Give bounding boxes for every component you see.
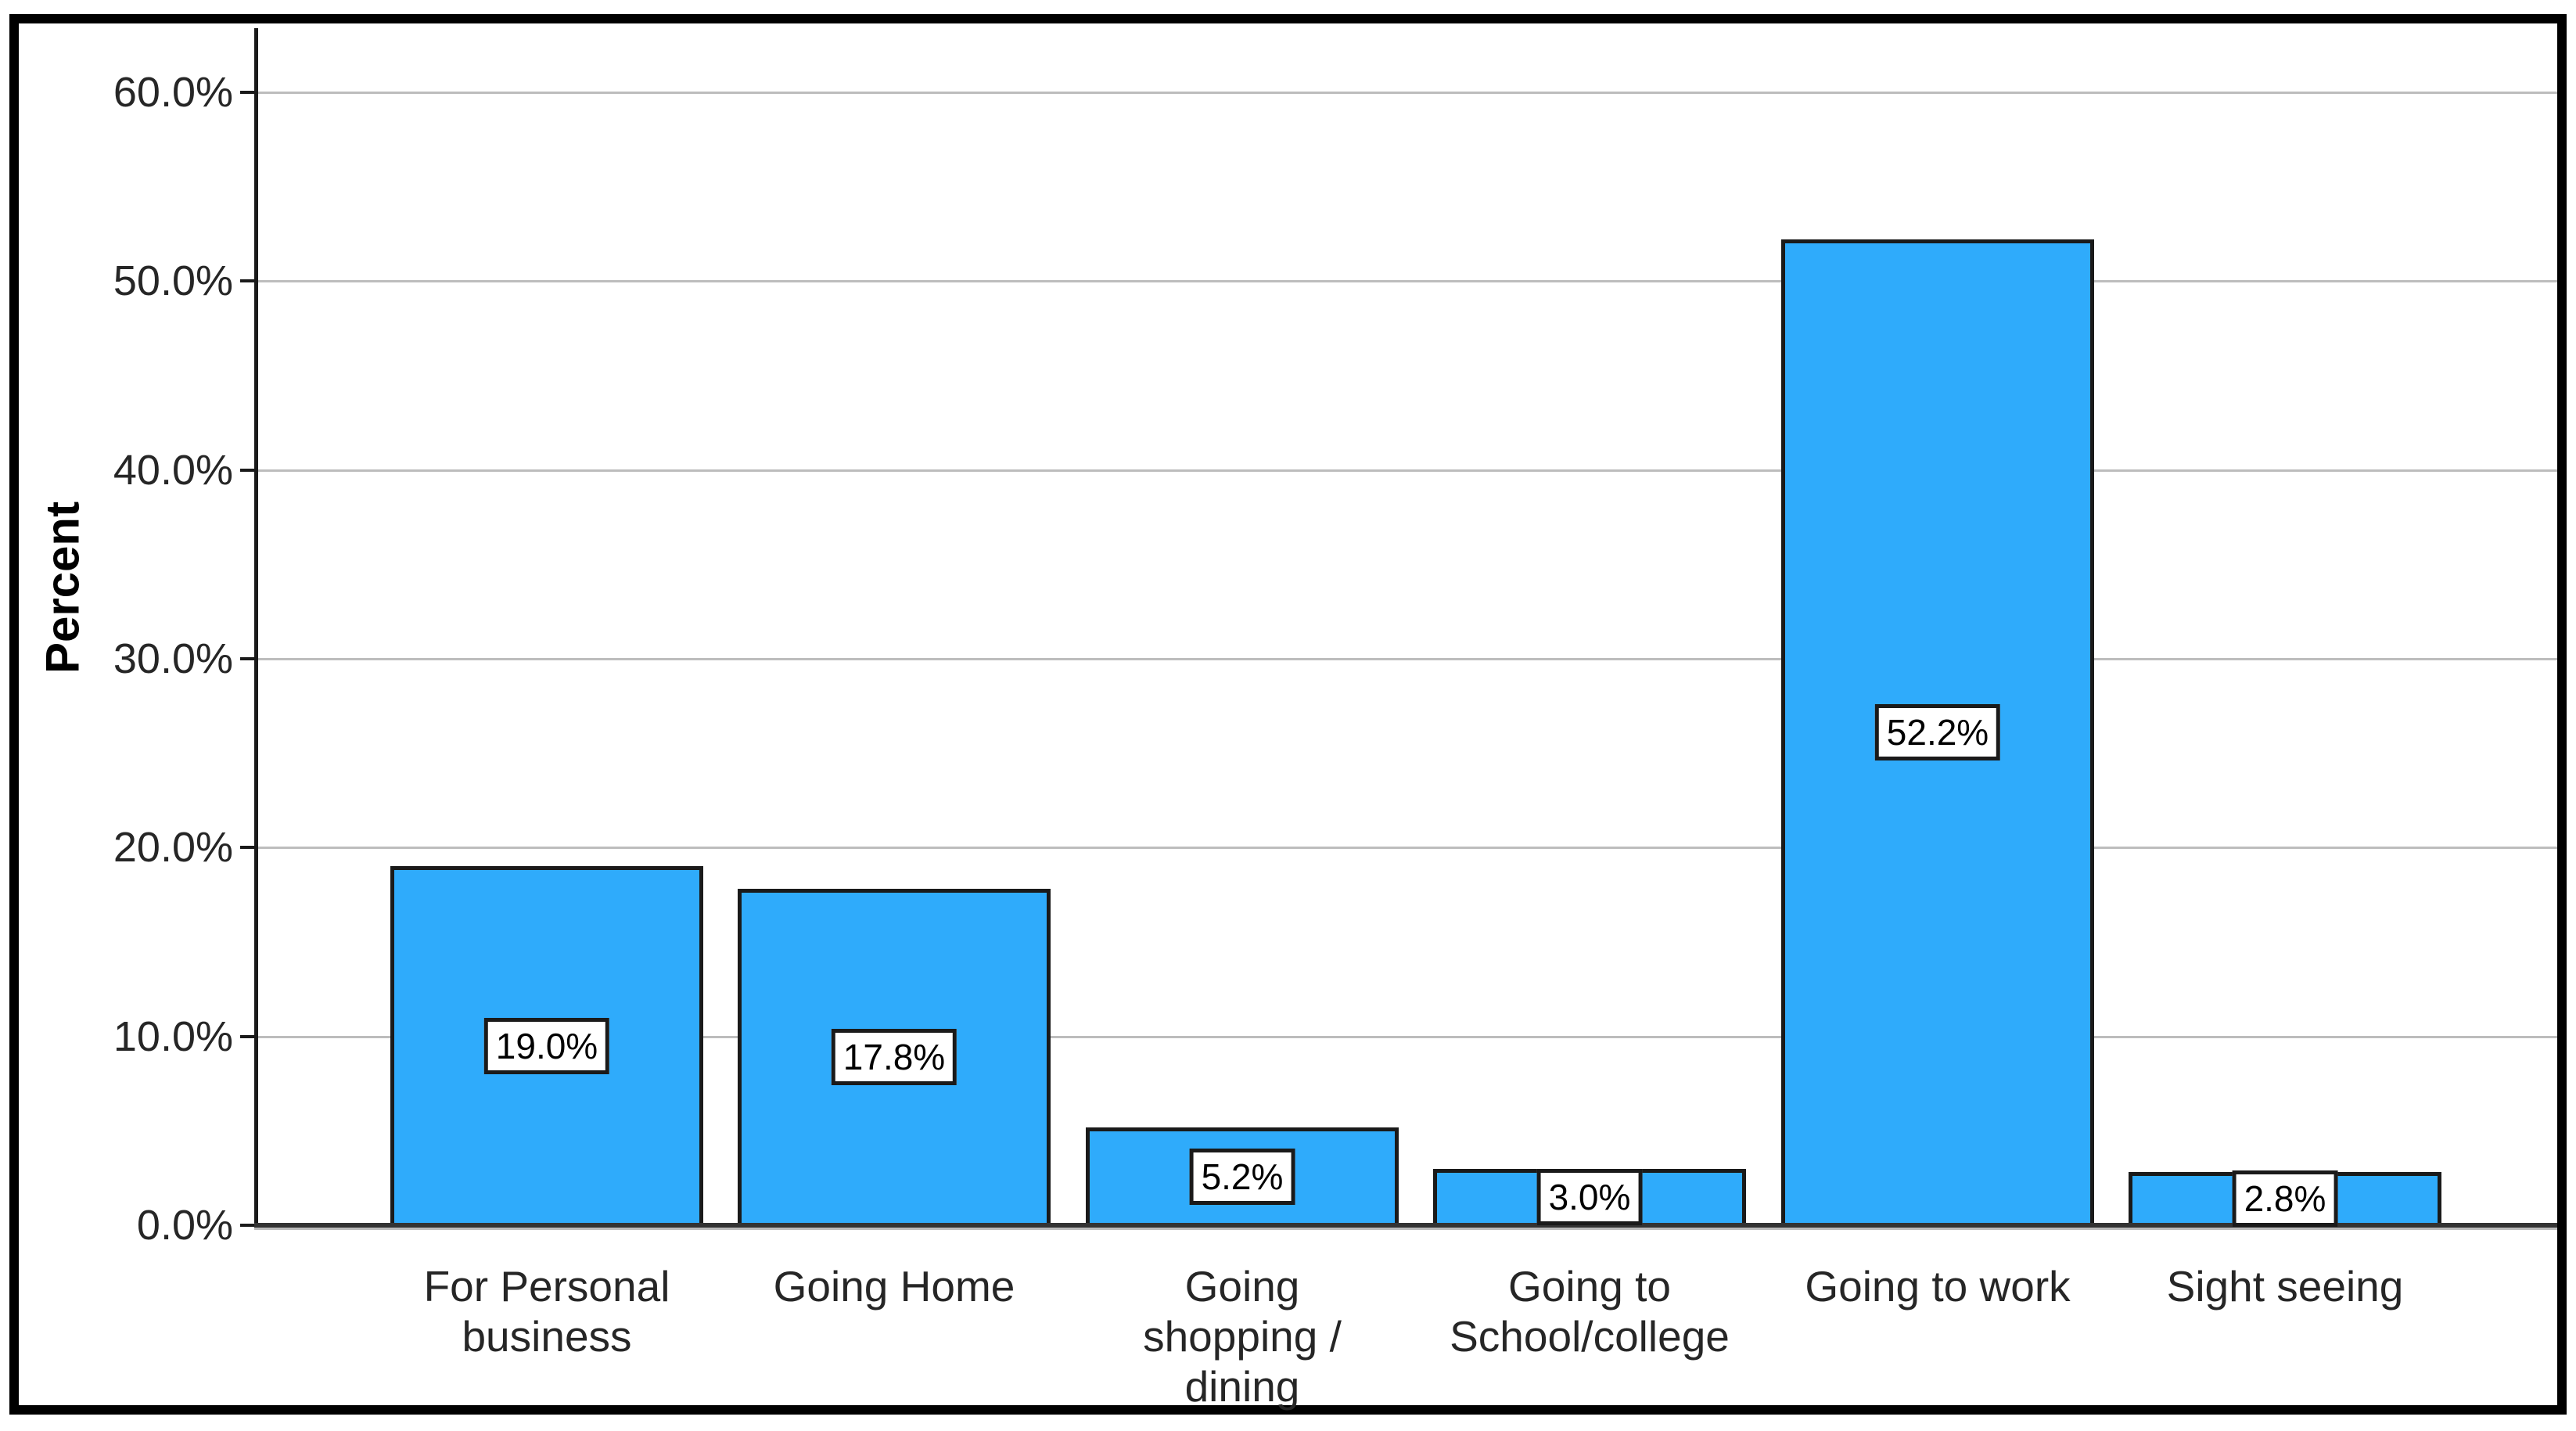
- y-tick-label: 20.0%: [113, 824, 233, 871]
- y-tick-label: 40.0%: [113, 447, 233, 494]
- figure-border: [9, 14, 2567, 1415]
- y-tick-label: 30.0%: [113, 635, 233, 682]
- x-category-label: Going to work: [1719, 1261, 2157, 1311]
- gridline-50-percent: [254, 280, 2557, 282]
- gridline-10-percent: [254, 1036, 2557, 1038]
- gridline-40-percent: [254, 469, 2557, 472]
- x-category-label-line: Going Home: [773, 1262, 1015, 1311]
- gridline-30-percent: [254, 658, 2557, 660]
- y-tick-label: 10.0%: [113, 1013, 233, 1060]
- bar-value-label: 2.8%: [2232, 1170, 2338, 1227]
- x-category-label-line: business: [462, 1312, 632, 1361]
- bar-value-label: 19.0%: [483, 1018, 610, 1074]
- gridline-60-percent: [254, 92, 2557, 94]
- x-category-label: Sight seeing: [2066, 1261, 2504, 1311]
- y-axis-title: Percent: [36, 501, 89, 674]
- y-tick-label: 60.0%: [113, 69, 233, 116]
- gridline-20-percent: [254, 847, 2557, 849]
- y-tick-label: 0.0%: [136, 1202, 233, 1249]
- x-category-label-line: Sight seeing: [2166, 1262, 2404, 1311]
- x-category-label-line: Going to work: [1805, 1262, 2071, 1311]
- x-category-label-line: Going to: [1508, 1262, 1671, 1311]
- x-category-label: For Personal business: [328, 1261, 766, 1361]
- y-axis-tick: [240, 657, 254, 660]
- x-category-label: Going Home: [675, 1261, 1113, 1311]
- y-axis-tick: [240, 91, 254, 94]
- bar-value-label: 52.2%: [1874, 704, 2001, 760]
- y-axis-tick: [240, 846, 254, 849]
- y-axis-tick: [240, 279, 254, 282]
- x-category-label-line: School/college: [1450, 1312, 1730, 1361]
- x-category-label: Going shopping / dining: [1023, 1261, 1461, 1411]
- y-axis-line: [254, 28, 258, 1225]
- y-axis-tick: [240, 1224, 254, 1227]
- x-category-label: Going to School/college: [1371, 1261, 1809, 1361]
- bar-value-label: 5.2%: [1189, 1149, 1295, 1205]
- x-category-label-line: Going: [1184, 1262, 1300, 1311]
- bar-value-label: 3.0%: [1536, 1169, 1643, 1225]
- y-tick-label: 50.0%: [113, 257, 233, 304]
- x-category-label-line: For Personal: [423, 1262, 670, 1311]
- y-axis-tick: [240, 469, 254, 472]
- y-axis-tick: [240, 1035, 254, 1038]
- bar-value-label: 17.8%: [831, 1029, 957, 1085]
- x-category-label-line: shopping /: [1143, 1312, 1342, 1361]
- x-axis-baseline: [254, 1223, 2557, 1228]
- x-category-label-line: dining: [1184, 1362, 1300, 1411]
